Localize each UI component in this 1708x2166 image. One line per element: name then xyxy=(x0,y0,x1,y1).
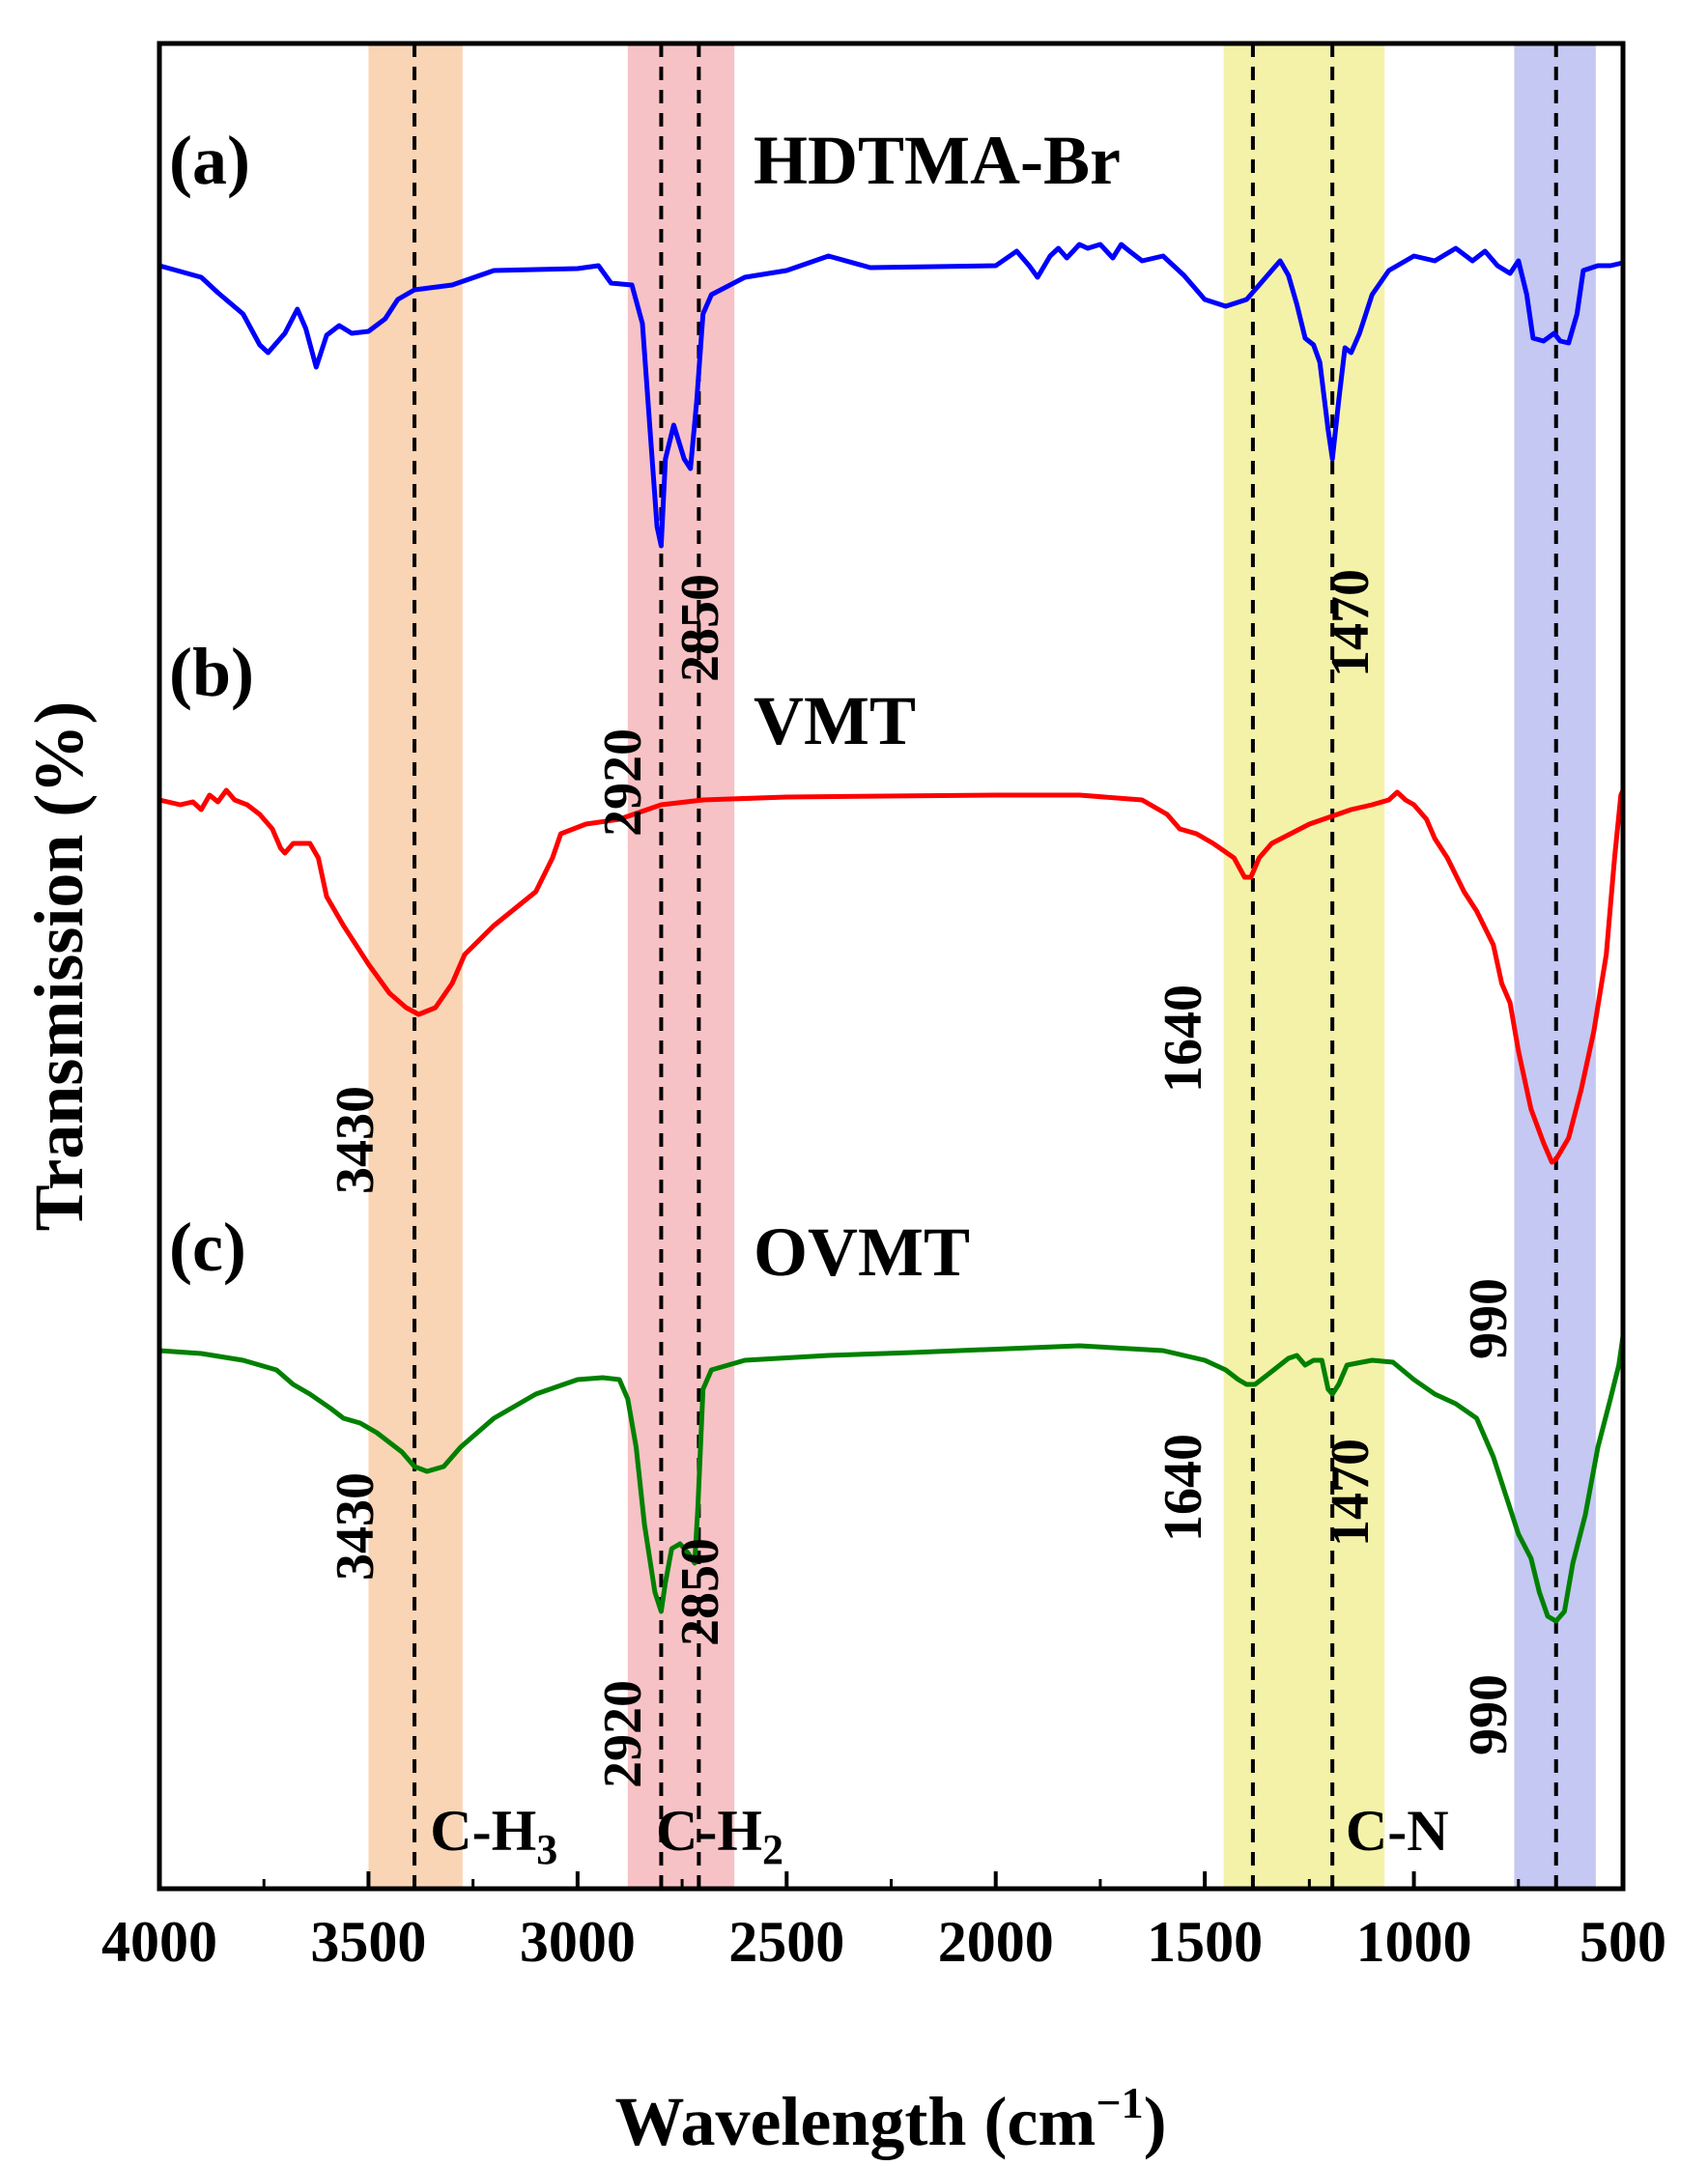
x-axis-title-main: Wavelength (cm xyxy=(614,2083,1096,2160)
series-line-2 xyxy=(158,1335,1626,1624)
reference-lines xyxy=(413,43,1558,1889)
x-tick-label-1: 3500 xyxy=(310,1910,426,1974)
band-label-2: C-N xyxy=(1346,1799,1449,1863)
peak-label-3: 3430 xyxy=(326,1086,385,1194)
peak-label-6: 3430 xyxy=(326,1472,385,1581)
x-axis-ticks: 4000 3500 3000 2500 2000 1500 1000 500 xyxy=(101,1871,1666,1974)
x-tick-label-0: 4000 xyxy=(101,1910,217,1974)
series-name-1: VMT xyxy=(754,682,916,759)
x-tick-label-5: 1500 xyxy=(1147,1910,1263,1974)
peak-label-1: 2850 xyxy=(670,574,730,682)
peak-label-2: 1470 xyxy=(1321,569,1381,677)
peak-label-7: 2920 xyxy=(593,1680,653,1788)
peak-label-9: 1640 xyxy=(1153,1434,1213,1542)
peak-label-4: 1640 xyxy=(1153,984,1213,1093)
x-axis-title-close: ) xyxy=(1144,2083,1167,2160)
series-name-2: OVMT xyxy=(754,1213,970,1291)
highlight-bands xyxy=(368,43,1596,1889)
y-axis-title: Transmission (%) xyxy=(20,701,98,1232)
spectra xyxy=(158,242,1626,1624)
x-tick-label-7: 500 xyxy=(1580,1910,1666,1974)
series-line-1 xyxy=(158,787,1626,1165)
x-tick-label-6: 1000 xyxy=(1356,1910,1472,1974)
peak-label-5: 990 xyxy=(1459,1278,1519,1359)
annotations: (a) HDTMA-Br (b) VMT (c) OVMT 2920 2850 1470 3430… xyxy=(169,122,1519,1873)
band-label-0: C-H3 xyxy=(430,1799,557,1873)
x-axis-title: Wavelength (cm−1) xyxy=(614,2078,1166,2160)
peak-label-8: 2850 xyxy=(670,1538,730,1646)
series-tag-1: (b) xyxy=(169,634,254,711)
peak-label-0: 2920 xyxy=(593,728,653,837)
peak-label-11: 990 xyxy=(1459,1674,1519,1755)
x-tick-label-3: 2500 xyxy=(728,1910,844,1974)
series-tag-0: (a) xyxy=(169,122,250,199)
x-tick-label-2: 3000 xyxy=(520,1910,636,1974)
series-tag-2: (c) xyxy=(169,1209,246,1286)
x-tick-label-4: 2000 xyxy=(938,1910,1054,1974)
band-2 xyxy=(1223,43,1385,1889)
series-name-0: HDTMA-Br xyxy=(754,122,1121,199)
x-axis-title-sup: −1 xyxy=(1096,2078,1143,2127)
series-line-0 xyxy=(158,242,1624,549)
band-label-1: C-H2 xyxy=(656,1799,783,1873)
band-3 xyxy=(1514,43,1596,1889)
peak-label-10: 1470 xyxy=(1321,1439,1381,1547)
